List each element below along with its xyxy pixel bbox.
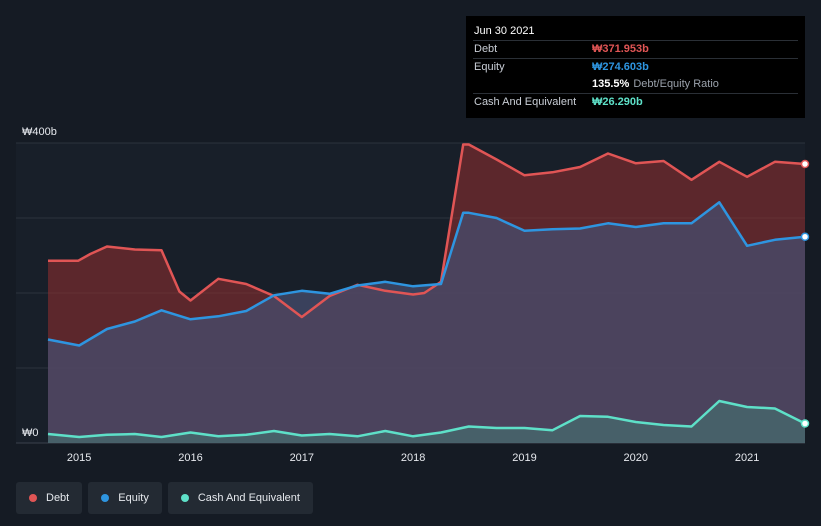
series-endpoints xyxy=(800,159,810,428)
tooltip-ratio-label: Debt/Equity Ratio xyxy=(633,78,719,90)
legend-item-equity[interactable]: Equity xyxy=(88,482,162,514)
tooltip-cash-label: Cash And Equivalent xyxy=(474,96,577,108)
tooltip-ratio-value: 135.5% xyxy=(592,78,630,90)
x-tick-2015: 2015 xyxy=(67,452,91,464)
tooltip-debt-value: ₩371.953b xyxy=(592,43,649,55)
equity-area xyxy=(48,202,805,443)
tooltip-equity-label: Equity xyxy=(474,61,505,73)
cash-dot-icon xyxy=(180,494,189,502)
legend-item-debt[interactable]: Debt xyxy=(16,482,83,514)
x-tick-2018: 2018 xyxy=(401,452,425,464)
legend-label-cash: Cash And Equivalent xyxy=(197,492,300,504)
cash-and-equivalent-area xyxy=(48,401,805,443)
equity-endpoint xyxy=(800,232,810,241)
y-axis-bottom-label: ₩0 xyxy=(22,427,39,439)
tooltip-panel: Jun 30 2021 Debt ₩371.953b Equity ₩274.6… xyxy=(466,16,805,118)
legend-label-debt: Debt xyxy=(46,492,70,504)
tooltip-ratio-row: 135.5% Debt/Equity Ratio xyxy=(473,76,798,93)
tooltip-debt-label: Debt xyxy=(474,43,498,55)
legend: Debt Equity Cash And Equivalent xyxy=(16,482,313,514)
tooltip-date: Jun 30 2021 xyxy=(474,25,535,37)
x-tick-2016: 2016 xyxy=(178,452,202,464)
cash-and-equivalent-endpoint xyxy=(800,419,810,428)
tooltip-debt-row: Debt ₩371.953b xyxy=(473,40,798,58)
cash-and-equivalent-line xyxy=(47,399,806,439)
legend-item-cash[interactable]: Cash And Equivalent xyxy=(167,482,313,514)
series-areas xyxy=(48,144,805,443)
debt-line xyxy=(48,143,806,319)
legend-label-equity: Equity xyxy=(118,492,149,504)
tooltip-cash-value: ₩26.290b xyxy=(592,96,643,108)
debt-endpoint xyxy=(800,159,810,169)
y-axis-top-label: ₩400b xyxy=(22,126,57,138)
x-axis-ticks: 2015 2016 2017 2018 2019 2020 2021 xyxy=(67,452,759,464)
x-tick-2017: 2017 xyxy=(290,452,314,464)
debt-dot-icon xyxy=(29,494,37,502)
tooltip-equity-row: Equity ₩274.603b xyxy=(473,58,798,76)
series-lines xyxy=(47,143,806,439)
x-tick-2021: 2021 xyxy=(735,452,759,464)
tooltip-equity-value: ₩274.603b xyxy=(592,61,649,73)
equity-dot-icon xyxy=(101,494,110,502)
x-tick-2020: 2020 xyxy=(624,452,648,464)
equity-line xyxy=(47,201,806,347)
x-tick-2019: 2019 xyxy=(512,452,536,464)
tooltip-cash-row: Cash And Equivalent ₩26.290b xyxy=(473,93,798,111)
